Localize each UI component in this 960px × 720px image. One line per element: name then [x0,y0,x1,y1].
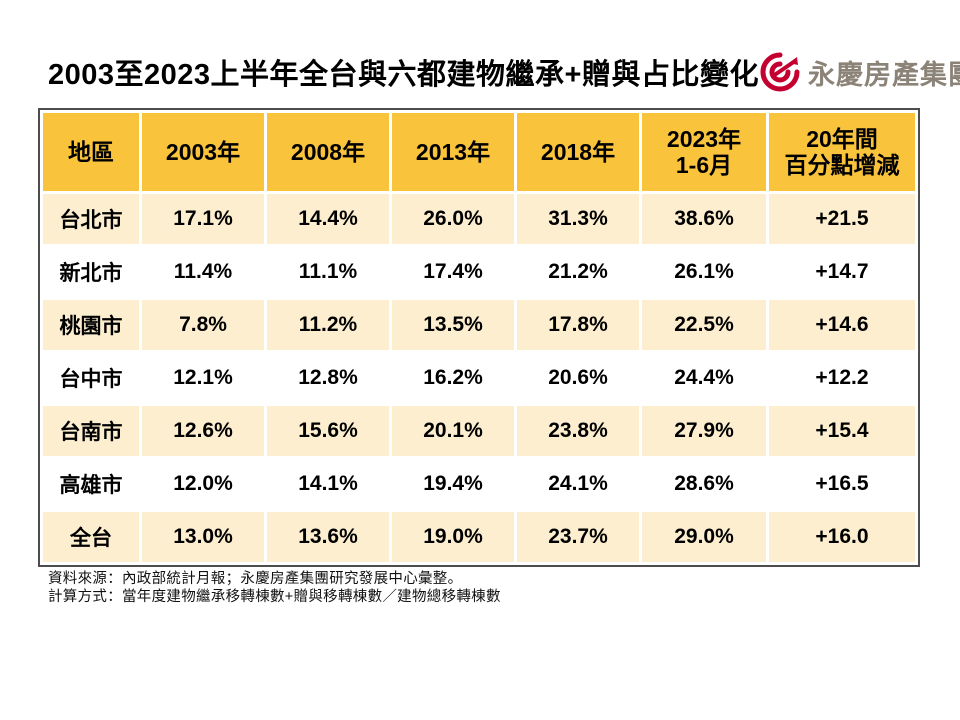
col-header-2013: 2013年 [392,113,514,191]
delta-cell: +16.5 [769,459,915,509]
value-cell: 26.0% [392,194,514,244]
delta-cell: +21.5 [769,194,915,244]
value-cell: 11.4% [142,247,264,297]
value-cell: 12.8% [267,353,389,403]
value-cell: 17.1% [142,194,264,244]
brand-logo: 永慶房產集團 [759,51,960,93]
col-header-2018: 2018年 [517,113,639,191]
delta-cell: +14.6 [769,300,915,350]
col-header-2003: 2003年 [142,113,264,191]
col-header-region: 地區 [43,113,139,191]
data-table-container: 地區 2003年 2008年 2013年 2018年 2023年 1-6月 20… [38,108,920,567]
region-cell: 台北市 [43,194,139,244]
col-header-2023h1: 2023年 1-6月 [642,113,766,191]
value-cell: 17.8% [517,300,639,350]
header-bar: 2003至2023上半年全台與六都建物繼承+贈與占比變化 永慶房產集團 [48,46,960,98]
footnotes: 資料來源：內政部統計月報；永慶房產集團研究發展中心彙整。 計算方式：當年度建物繼… [48,570,501,606]
page-title: 2003至2023上半年全台與六都建物繼承+贈與占比變化 [48,59,759,91]
method-note: 計算方式：當年度建物繼承移轉棟數+贈與移轉棟數／建物總移轉棟數 [48,589,501,605]
value-cell: 13.6% [267,512,389,562]
region-cell: 台中市 [43,353,139,403]
value-cell: 29.0% [642,512,766,562]
value-cell: 23.8% [517,406,639,456]
value-cell: 20.6% [517,353,639,403]
value-cell: 38.6% [642,194,766,244]
region-cell: 桃園市 [43,300,139,350]
value-cell: 13.0% [142,512,264,562]
table-row-taoyuan: 桃園市 7.8% 11.2% 13.5% 17.8% 22.5% +14.6 [43,300,915,350]
value-cell: 24.1% [517,459,639,509]
source-note: 資料來源：內政部統計月報；永慶房產集團研究發展中心彙整。 [48,571,463,587]
table-row-taiwan-total: 全台 13.0% 13.6% 19.0% 23.7% 29.0% +16.0 [43,512,915,562]
value-cell: 12.6% [142,406,264,456]
value-cell: 21.2% [517,247,639,297]
col-header-2008: 2008年 [267,113,389,191]
value-cell: 27.9% [642,406,766,456]
value-cell: 17.4% [392,247,514,297]
table-row-tainan: 台南市 12.6% 15.6% 20.1% 23.8% 27.9% +15.4 [43,406,915,456]
value-cell: 16.2% [392,353,514,403]
value-cell: 31.3% [517,194,639,244]
brand-logo-icon [759,51,801,93]
brand-logo-text: 永慶房產集團 [807,59,960,90]
region-cell: 台南市 [43,406,139,456]
value-cell: 11.1% [267,247,389,297]
value-cell: 24.4% [642,353,766,403]
value-cell: 19.0% [392,512,514,562]
value-cell: 12.1% [142,353,264,403]
data-table: 地區 2003年 2008年 2013年 2018年 2023年 1-6月 20… [38,108,920,567]
value-cell: 19.4% [392,459,514,509]
value-cell: 20.1% [392,406,514,456]
value-cell: 7.8% [142,300,264,350]
delta-cell: +12.2 [769,353,915,403]
delta-cell: +14.7 [769,247,915,297]
value-cell: 14.1% [267,459,389,509]
region-cell: 全台 [43,512,139,562]
value-cell: 15.6% [267,406,389,456]
delta-cell: +15.4 [769,406,915,456]
table-row-taipei: 台北市 17.1% 14.4% 26.0% 31.3% 38.6% +21.5 [43,194,915,244]
region-cell: 高雄市 [43,459,139,509]
value-cell: 28.6% [642,459,766,509]
delta-cell: +16.0 [769,512,915,562]
col-header-20yr-change: 20年間 百分點增減 [769,113,915,191]
value-cell: 13.5% [392,300,514,350]
value-cell: 22.5% [642,300,766,350]
table-row-kaohsiung: 高雄市 12.0% 14.1% 19.4% 24.1% 28.6% +16.5 [43,459,915,509]
value-cell: 23.7% [517,512,639,562]
table-row-newtaipei: 新北市 11.4% 11.1% 17.4% 21.2% 26.1% +14.7 [43,247,915,297]
value-cell: 12.0% [142,459,264,509]
header-row: 地區 2003年 2008年 2013年 2018年 2023年 1-6月 20… [43,113,915,191]
value-cell: 11.2% [267,300,389,350]
value-cell: 14.4% [267,194,389,244]
region-cell: 新北市 [43,247,139,297]
table-row-taichung: 台中市 12.1% 12.8% 16.2% 20.6% 24.4% +12.2 [43,353,915,403]
value-cell: 26.1% [642,247,766,297]
